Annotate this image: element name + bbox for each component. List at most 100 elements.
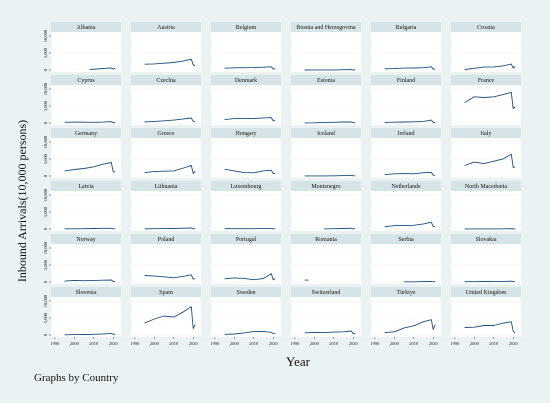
panel-strip — [291, 287, 361, 297]
panel-title: United Kingdom — [466, 290, 507, 296]
panel-poland: Poland — [131, 234, 201, 284]
panel-title: Sweden — [237, 290, 256, 296]
y-tick-label: 5,000 — [43, 206, 49, 217]
x-tick-label: 2010 — [89, 341, 99, 346]
panel-strip — [51, 128, 121, 138]
panel-strip — [51, 181, 121, 191]
y-tick-label: 5,000 — [43, 100, 49, 111]
panel-belgium: Belgium — [211, 22, 281, 72]
panel-iceland: Iceland — [291, 128, 361, 178]
panel-denmark: Denmark — [211, 75, 281, 125]
y-tick-label: 0 — [43, 121, 48, 124]
y-tick-label: 10,000 — [43, 241, 49, 254]
panel-slovakia: Slovakia — [451, 234, 521, 284]
panel-ireland: Ireland — [371, 128, 441, 178]
panel-title: Greece — [158, 131, 175, 137]
panel-plot-area — [131, 138, 201, 178]
panel-italy: Italy — [451, 128, 521, 178]
panel-luxembourg: Luxembourg — [211, 181, 281, 231]
panel-title: Ireland — [398, 131, 415, 137]
panel-title: Latvia — [78, 184, 94, 190]
y-tick-label: 10,000 — [43, 29, 49, 42]
panel-strip — [291, 128, 361, 138]
panel-strip — [371, 287, 441, 297]
panel-strip — [131, 181, 201, 191]
panel-title: Albania — [77, 25, 96, 31]
panel-title: Denmark — [235, 78, 257, 84]
series-line-norway — [64, 279, 116, 283]
panel-serbia: Serbia — [371, 234, 441, 284]
panel-plot-area — [291, 138, 361, 178]
series-line-t-rkiye — [384, 319, 436, 334]
y-tick-label: 10,000 — [43, 294, 49, 307]
panel-plot-area — [291, 244, 361, 284]
series-line-croatia — [464, 63, 516, 70]
x-tick-label: 2020 — [189, 341, 199, 346]
y-tick-label: 0 — [43, 227, 48, 230]
panel-strip — [51, 287, 121, 297]
x-tick-label: 1990 — [290, 341, 300, 346]
graph-note: Graphs by Country — [34, 372, 119, 384]
y-tick-label: 0 — [43, 174, 48, 177]
series-line-italy — [464, 153, 516, 168]
panel-title: Cyprus — [77, 78, 95, 84]
series-line-latvia — [64, 227, 116, 230]
panel-plot-area — [291, 191, 361, 231]
y-tick-label: 5,000 — [43, 259, 49, 270]
series-line-netherlands — [384, 221, 436, 228]
series-line-austria — [144, 58, 196, 67]
panel-title: Slovakia — [476, 237, 497, 243]
panel-strip — [291, 75, 361, 85]
panel-finland: Finland — [371, 75, 441, 125]
panel-bosnia-and-herzegovina: Bosnia and Herzegovina — [291, 22, 361, 72]
panel-title: North Macedonia — [465, 184, 507, 190]
panel-plot-area — [51, 244, 121, 284]
panel-montenegro: Montenegro — [291, 181, 361, 231]
series-line-albania — [89, 67, 116, 70]
series-line-iceland — [304, 174, 356, 177]
panel-plot-area — [371, 85, 441, 125]
series-line-ireland — [384, 171, 436, 176]
panel-plot-area — [51, 191, 121, 231]
panel-strip — [131, 128, 201, 138]
x-tick-label: 2010 — [329, 341, 339, 346]
panels-layer: Albania 0 5,000 10,000 Austria Belgium Bosnia … — [43, 22, 521, 346]
panel-austria: Austria — [131, 22, 201, 72]
panel-bulgaria: Bulgaria — [371, 22, 441, 72]
series-line-montenegro — [324, 227, 356, 230]
x-tick-label: 2000 — [310, 341, 320, 346]
x-tick-label: 1990 — [370, 341, 380, 346]
panel-germany: Germany 0 5,000 10,000 — [43, 128, 121, 178]
y-tick-label: 5,000 — [43, 47, 49, 58]
panel-title: Netherlands — [392, 184, 422, 190]
panel-strip — [371, 22, 441, 32]
panel-strip — [51, 22, 121, 32]
x-tick-label: 2000 — [470, 341, 480, 346]
panel-czechia: Czechia — [131, 75, 201, 125]
panel-cyprus: Cyprus 0 5,000 10,000 — [43, 75, 121, 125]
panel-estonia: Estonia — [291, 75, 361, 125]
series-line-estonia — [304, 121, 356, 124]
panel-portugal: Portugal — [211, 234, 281, 284]
panel-croatia: Croatia — [451, 22, 521, 72]
panel-title: Bulgaria — [396, 25, 417, 31]
panel-title: Norway — [76, 237, 95, 243]
panel-t-rkiye: Türkiye 1990 2000 2010 2020 — [370, 287, 441, 346]
panel-plot-area — [131, 244, 201, 284]
panel-strip — [291, 22, 361, 32]
x-tick-label: 2020 — [509, 341, 519, 346]
panel-plot-area — [451, 244, 521, 284]
panel-switzerland: Switzerland 1990 2000 2010 2020 — [290, 287, 361, 346]
panel-plot-area — [51, 85, 121, 125]
panel-plot-area — [131, 85, 201, 125]
panel-plot-area — [371, 32, 441, 72]
panel-title: Spain — [159, 290, 173, 296]
panel-strip — [371, 75, 441, 85]
panel-strip — [131, 234, 201, 244]
series-line-slovenia — [64, 332, 116, 336]
panel-plot-area — [371, 244, 441, 284]
panel-plot-area — [371, 138, 441, 178]
panel-title: Türkiye — [397, 290, 416, 296]
x-tick-label: 2020 — [349, 341, 359, 346]
